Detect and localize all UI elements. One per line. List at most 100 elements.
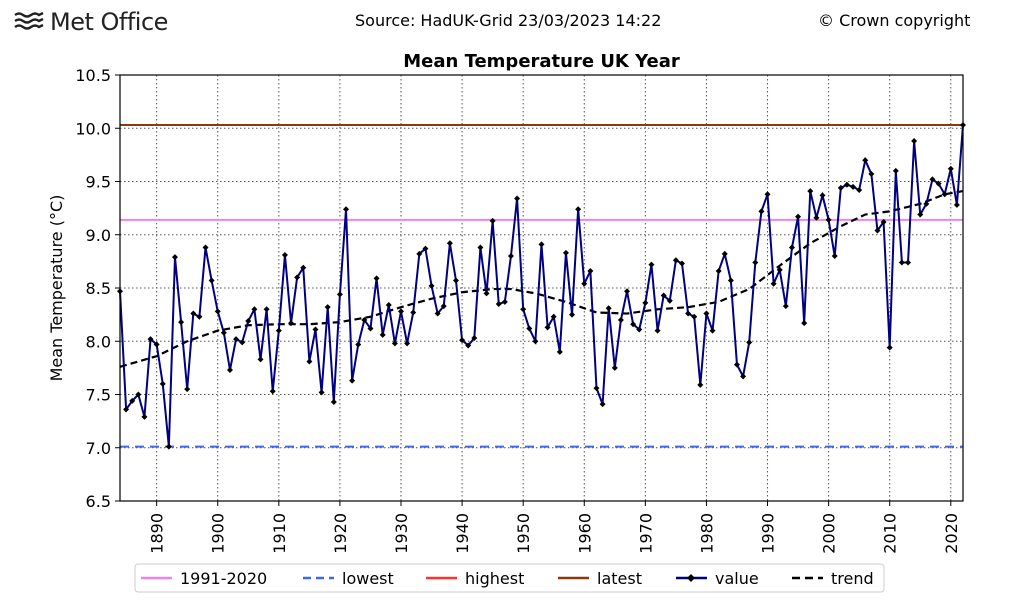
value-point bbox=[263, 306, 270, 313]
value-point bbox=[184, 386, 191, 393]
x-tick-label: 2020 bbox=[942, 513, 961, 554]
value-point bbox=[862, 157, 869, 164]
value-point bbox=[288, 320, 295, 327]
value-point bbox=[666, 297, 673, 304]
value-point bbox=[679, 260, 685, 267]
x-tick-label: 1980 bbox=[697, 513, 716, 554]
value-point bbox=[898, 259, 905, 266]
value-point bbox=[281, 251, 288, 258]
value-point bbox=[269, 388, 276, 395]
value-point bbox=[905, 259, 912, 266]
legend-item-lowest: lowest bbox=[303, 569, 394, 588]
x-tick-label: 1920 bbox=[331, 513, 350, 554]
value-point bbox=[330, 398, 337, 405]
value-point bbox=[208, 277, 215, 284]
value-point bbox=[251, 306, 258, 313]
x-tick-label: 1890 bbox=[148, 513, 167, 554]
legend-label: latest bbox=[597, 569, 642, 588]
y-tick-label: 7.5 bbox=[86, 386, 111, 405]
legend-label: lowest bbox=[342, 569, 394, 588]
legend-item-latest: latest bbox=[558, 569, 642, 588]
value-point bbox=[312, 326, 319, 333]
value-point bbox=[422, 245, 429, 252]
value-point bbox=[654, 327, 661, 334]
value-point bbox=[514, 195, 521, 202]
trend-line bbox=[119, 190, 964, 368]
value-point bbox=[721, 250, 728, 257]
value-point bbox=[953, 201, 960, 208]
value-point bbox=[856, 187, 863, 194]
value-point bbox=[795, 213, 802, 220]
grid bbox=[120, 74, 963, 502]
legend-label: value bbox=[715, 569, 759, 588]
value-point bbox=[672, 257, 679, 264]
legend-label: highest bbox=[465, 569, 524, 588]
y-tick-label: 6.5 bbox=[86, 492, 111, 511]
value-point bbox=[819, 192, 826, 199]
value-point bbox=[159, 380, 166, 387]
value-point bbox=[404, 340, 411, 347]
source-text: Source: HadUK-Grid 23/03/2023 14:22 bbox=[355, 11, 662, 30]
value-point bbox=[129, 397, 136, 404]
met-office-logo: Met Office bbox=[14, 8, 168, 36]
value-point bbox=[562, 249, 569, 256]
legend-label: 1991-2020 bbox=[180, 569, 267, 588]
value-point bbox=[813, 214, 820, 221]
value-point bbox=[220, 329, 227, 336]
x-tick-label: 1960 bbox=[575, 513, 594, 554]
value-point bbox=[758, 208, 765, 215]
value-point bbox=[410, 309, 417, 316]
value-point bbox=[770, 280, 777, 287]
value-point bbox=[941, 191, 948, 198]
value-point bbox=[733, 361, 740, 368]
x-tick-label: 1930 bbox=[392, 513, 411, 554]
legend-label: trend bbox=[831, 569, 874, 588]
logo-text: Met Office bbox=[50, 8, 168, 36]
value-point bbox=[471, 335, 478, 342]
value-point bbox=[190, 310, 197, 317]
value-point bbox=[642, 299, 649, 306]
value-point bbox=[324, 304, 331, 311]
value-point bbox=[752, 259, 759, 266]
value-point bbox=[544, 324, 551, 331]
x-tick-label: 1990 bbox=[759, 513, 778, 554]
value-point bbox=[294, 274, 301, 281]
value-point bbox=[428, 282, 435, 289]
value-point bbox=[624, 288, 631, 295]
value-point bbox=[880, 218, 887, 225]
value-point bbox=[709, 327, 716, 334]
value-point bbox=[501, 298, 508, 305]
y-tick-label: 7.0 bbox=[86, 439, 111, 458]
y-tick-label: 10.0 bbox=[75, 119, 111, 138]
value-point bbox=[556, 348, 563, 355]
value-point bbox=[569, 311, 576, 318]
value-point bbox=[776, 266, 783, 273]
x-tick-label: 2000 bbox=[820, 513, 839, 554]
legend-marker bbox=[687, 574, 695, 582]
value-point bbox=[373, 275, 380, 282]
value-point bbox=[233, 336, 240, 343]
value-point bbox=[575, 206, 582, 213]
value-point bbox=[764, 191, 771, 198]
x-tick-label: 1900 bbox=[209, 513, 228, 554]
value-point bbox=[141, 413, 148, 420]
value-point bbox=[886, 344, 893, 351]
value-point bbox=[605, 305, 612, 312]
value-point bbox=[825, 216, 832, 223]
value-point bbox=[178, 319, 185, 326]
legend-item-trend: trend bbox=[792, 569, 874, 588]
legend: 1991-2020 lowest highest latest value trend bbox=[134, 563, 885, 593]
value-point bbox=[520, 306, 527, 313]
y-tick-label: 10.5 bbox=[75, 66, 111, 85]
value-point bbox=[703, 310, 710, 317]
value-point bbox=[843, 181, 850, 188]
value-point bbox=[740, 373, 747, 380]
value-point bbox=[929, 176, 936, 183]
value-point bbox=[245, 318, 252, 325]
legend-item-highest: highest bbox=[426, 569, 524, 588]
value-point bbox=[398, 308, 404, 315]
value-point bbox=[361, 316, 368, 323]
value-point bbox=[123, 406, 130, 413]
value-point bbox=[336, 291, 343, 298]
